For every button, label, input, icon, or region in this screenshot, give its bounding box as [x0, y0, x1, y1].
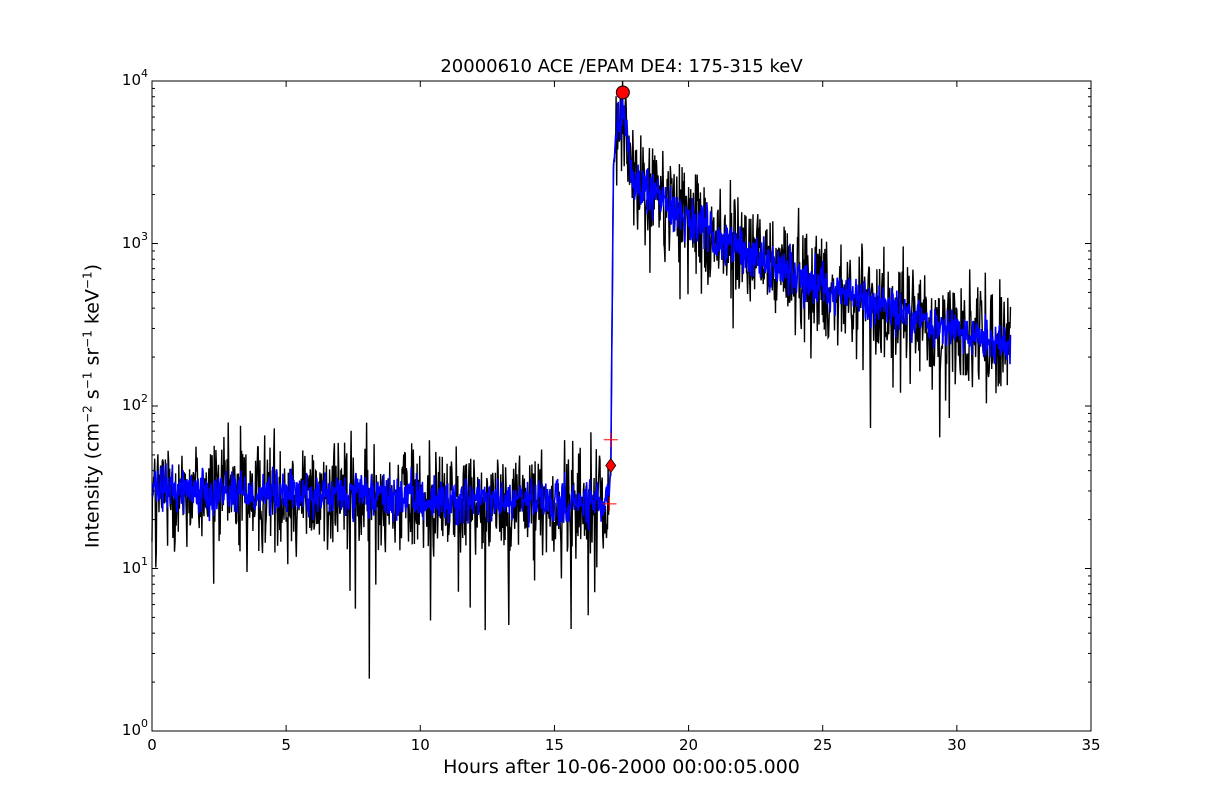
x-tick-label: 35 [1081, 736, 1101, 754]
x-tick-label: 25 [813, 736, 833, 754]
series-line-2 [151, 93, 1012, 531]
y-axis-label: Intensity (cm−2 s−1 sr−1 keV−1) [80, 263, 104, 549]
axes-frame [151, 80, 1092, 732]
x-tick-label: 10 [410, 736, 430, 754]
chart-title: 20000610 ACE /EPAM DE4: 175-315 keV [440, 56, 803, 77]
y-tick-label: 102 [121, 392, 148, 414]
marker-circle-1 [615, 85, 630, 100]
tick-layer [151, 80, 1092, 732]
y-tick-label: 104 [121, 67, 148, 89]
x-tick-label: 0 [147, 736, 157, 754]
series-layer [151, 80, 1012, 679]
x-tick-label: 5 [281, 736, 291, 754]
marker-plus-3 [603, 432, 618, 447]
series-line-1 [151, 80, 1012, 679]
y-tick-label: 103 [121, 229, 148, 252]
marker-diamond-2 [605, 457, 617, 474]
marker-layer [602, 85, 630, 511]
y-tick-label: 101 [121, 554, 148, 577]
x-tick-label: 15 [544, 736, 564, 754]
y-tick-label: 100 [121, 717, 148, 739]
x-tick-label: 20 [679, 736, 699, 754]
x-axis-label: Hours after 10-06-2000 00:00:05.000 [443, 756, 800, 778]
marker-plus-4 [602, 496, 617, 511]
x-tick-label: 30 [947, 736, 967, 754]
